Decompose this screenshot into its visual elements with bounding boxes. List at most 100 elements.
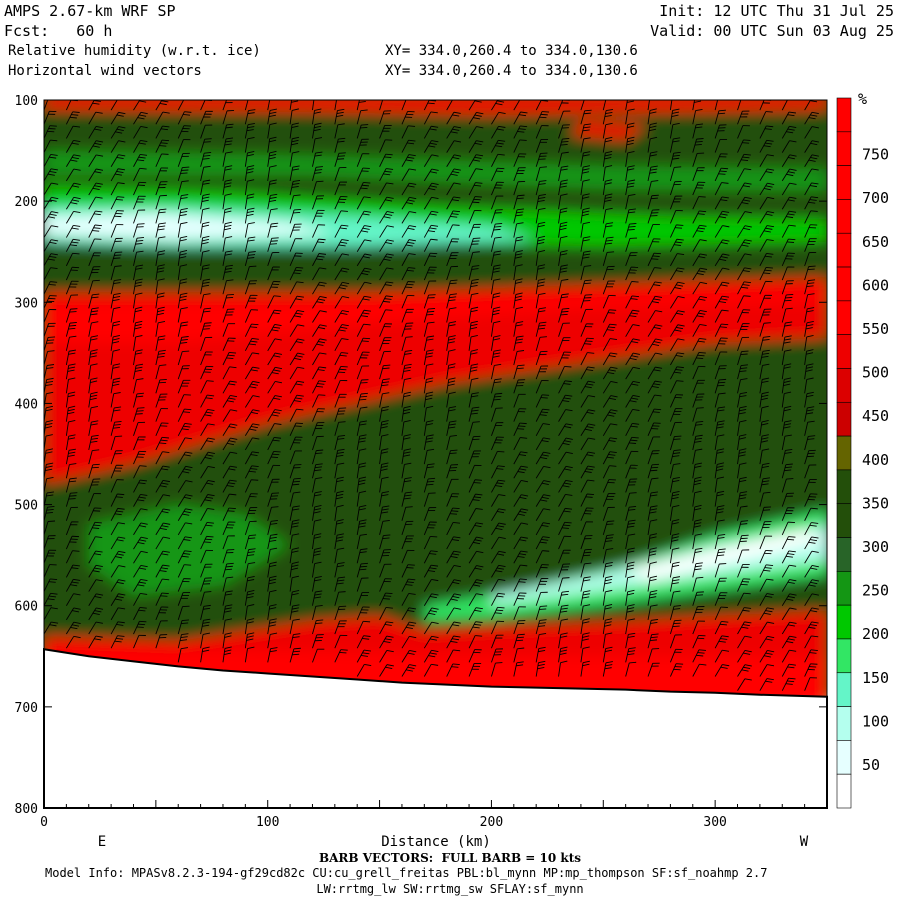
wind-barb [133, 209, 146, 224]
wind-barb [133, 292, 143, 309]
wind-barb [781, 252, 795, 267]
wind-barb [177, 394, 191, 408]
wind-barb [289, 223, 302, 238]
wind-barb [200, 646, 210, 663]
wind-barb [558, 221, 568, 238]
y-tick-label: 100 [15, 94, 38, 109]
wind-barb [535, 264, 546, 281]
wind-barb [535, 536, 550, 550]
wind-barb [580, 646, 590, 663]
wind-barb [714, 182, 729, 196]
wind-barb [65, 550, 80, 564]
wind-barb [804, 335, 814, 351]
wind-barb [625, 223, 637, 238]
wind-barb [244, 548, 256, 564]
wind-barb [804, 522, 819, 536]
wind-barb [580, 323, 594, 337]
wind-barb [468, 392, 479, 408]
wind-barb [781, 266, 795, 281]
wind-barb [602, 409, 618, 422]
wind-barb [423, 294, 436, 309]
wind-barb [804, 210, 818, 224]
wind-barb [670, 267, 685, 281]
wind-barb [222, 366, 237, 380]
wind-barb [714, 621, 729, 635]
wind-barb [244, 618, 255, 635]
wind-barb [423, 252, 438, 267]
wind-barb [312, 100, 315, 111]
wind-barb [804, 349, 814, 366]
wind-barb [155, 208, 167, 224]
wind-barb [535, 508, 551, 521]
wind-barb [737, 462, 747, 479]
wind-barb [379, 664, 394, 677]
wind-barb [423, 154, 439, 167]
wind-barb [222, 109, 235, 125]
wind-barb [356, 295, 372, 309]
wind-barb [513, 364, 525, 380]
wind-barb [423, 140, 439, 153]
wind-barb [289, 179, 301, 196]
wind-barb [401, 621, 417, 635]
field-name-wind: Horizontal wind vectors [8, 63, 202, 79]
wind-barb [602, 451, 617, 465]
wind-barb [88, 434, 99, 451]
wind-barb [737, 434, 747, 451]
wind-barb [401, 211, 417, 224]
wind-barb [759, 564, 774, 578]
wind-barb [88, 349, 98, 366]
wind-barb [714, 490, 725, 507]
wind-barb [155, 536, 171, 550]
wind-barb [714, 476, 725, 493]
terrain-fill [43, 648, 828, 809]
wind-barb [468, 210, 482, 224]
wind-barb [289, 519, 300, 535]
wind-barb [625, 661, 637, 677]
wind-barb [289, 295, 304, 309]
wind-barb [781, 635, 797, 649]
wind-barb [222, 618, 233, 635]
wind-barb [133, 250, 144, 266]
wind-barb [714, 365, 727, 380]
wind-barb [334, 620, 347, 635]
wind-barb [44, 110, 57, 125]
wind-barb [804, 265, 816, 281]
wind-barb [423, 564, 439, 578]
wind-barb [379, 139, 393, 153]
wind-barb [647, 561, 657, 578]
wind-barb [602, 265, 615, 281]
wind-barb [88, 140, 104, 153]
wind-barb [692, 476, 702, 493]
wind-barb [558, 165, 569, 182]
wind-barb [289, 338, 305, 352]
wind-barb [177, 578, 191, 592]
wind-barb [289, 450, 302, 465]
wind-barb [714, 153, 728, 167]
wind-barb [535, 619, 547, 635]
wind-barb [558, 577, 570, 592]
wind-barb [334, 352, 349, 366]
wind-barb [759, 434, 769, 451]
wind-barb [669, 477, 680, 493]
wind-barb [423, 280, 437, 295]
wind-barb [423, 363, 434, 380]
wind-barb [625, 422, 640, 437]
wind-barb [44, 182, 59, 196]
wind-barb [535, 605, 548, 621]
wind-barb [580, 423, 596, 437]
wind-barb [513, 422, 527, 436]
wind-barb [356, 606, 370, 621]
wind-barb [826, 376, 827, 380]
wind-barb [222, 221, 232, 238]
wind-barb [267, 280, 281, 295]
wind-barb [65, 335, 77, 351]
wind-barb [647, 408, 662, 422]
wind-barb [88, 252, 101, 267]
wind-barb [759, 125, 774, 139]
wind-barb [491, 578, 506, 592]
wind-barb [714, 420, 725, 436]
wind-barb [155, 620, 168, 635]
wind-barb [558, 646, 568, 663]
colorbar-unit: % [858, 90, 867, 108]
wind-barb [379, 182, 394, 196]
